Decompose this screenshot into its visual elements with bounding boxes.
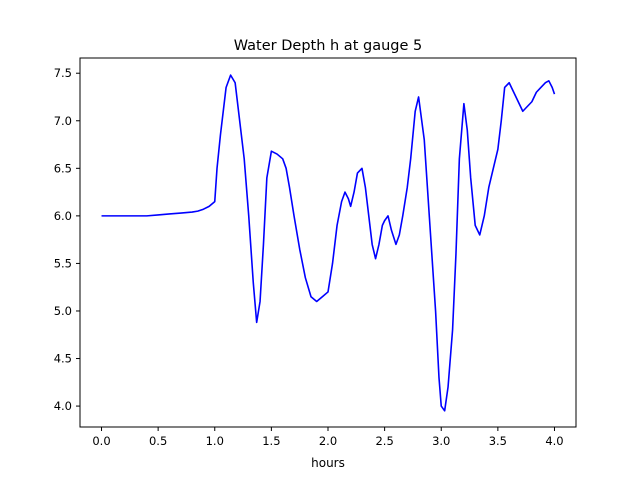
y-tick-label: 4.5 [54,352,72,366]
y-tick-label: 4.0 [54,399,72,413]
y-tick-label: 6.0 [54,209,72,223]
y-tick-label: 5.5 [54,256,72,270]
y-tick-label: 7.5 [54,66,72,80]
y-tick-label: 5.0 [54,304,72,318]
y-tick-label: 6.5 [54,161,72,175]
x-tick-label: 1.5 [262,434,280,448]
x-tick-label: 0.0 [92,434,110,448]
x-tick-label: 2.0 [319,434,337,448]
x-tick-label: 2.5 [375,434,393,448]
series-line [101,74,556,412]
x-tick-label: 3.0 [432,434,450,448]
x-axis: 0.0 0.5 1.0 1.5 2.0 2.5 3.0 3.5 4.0 [92,427,564,448]
y-tick-label: 7.0 [54,114,72,128]
x-tick-label: 1.0 [206,434,224,448]
x-tick-label: 4.0 [545,434,563,448]
x-tick-label: 3.5 [489,434,507,448]
plot-area [101,74,556,412]
y-axis: 4.0 4.5 5.0 5.5 6.0 6.5 7.0 7.5 [54,66,80,413]
chart-title: Water Depth h at gauge 5 [234,38,422,54]
x-axis-label: hours [311,456,345,470]
x-tick-label: 0.5 [149,434,167,448]
